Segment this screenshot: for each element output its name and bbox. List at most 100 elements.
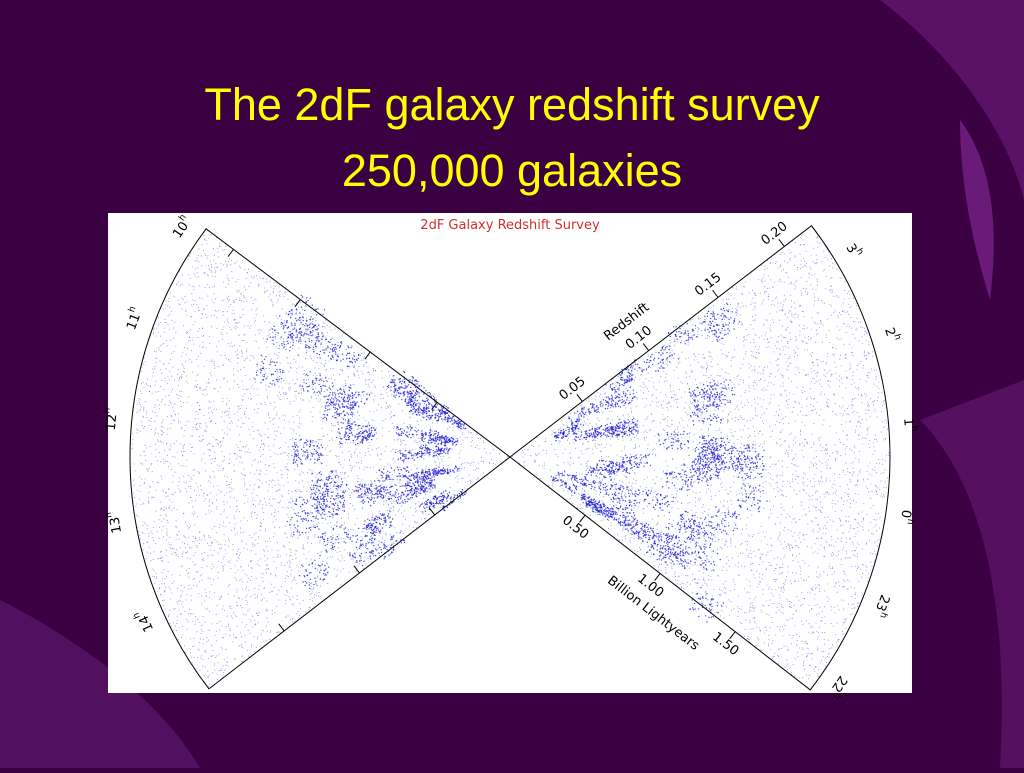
galaxy-dot — [202, 335, 204, 337]
galaxy-dot — [200, 423, 202, 425]
galaxy-dot — [477, 477, 479, 480]
galaxy-dot — [615, 401, 617, 403]
galaxy-dot — [194, 623, 196, 625]
galaxy-dot — [353, 465, 355, 467]
galaxy-dot — [154, 404, 156, 406]
galaxy-dot — [219, 526, 221, 528]
galaxy-dot — [223, 326, 225, 328]
galaxy-dot — [195, 428, 197, 430]
galaxy-dot — [809, 664, 811, 667]
galaxy-dot — [188, 274, 190, 276]
galaxy-dot — [195, 615, 197, 617]
galaxy-dot — [753, 302, 755, 305]
galaxy-dot — [283, 485, 285, 487]
galaxy-dot — [815, 551, 817, 553]
galaxy-dot — [740, 470, 742, 473]
galaxy-dot — [290, 555, 292, 557]
galaxy-dot — [198, 261, 200, 263]
galaxy-dot — [303, 553, 305, 555]
galaxy-dot — [252, 459, 254, 461]
galaxy-dot — [830, 291, 832, 293]
galaxy-dot — [390, 406, 392, 408]
galaxy-dot — [157, 558, 159, 560]
galaxy-dot — [296, 599, 298, 601]
galaxy-dot — [826, 467, 828, 469]
galaxy-dot — [666, 563, 668, 565]
galaxy-dot — [216, 439, 218, 441]
galaxy-dot — [361, 479, 363, 481]
galaxy-dot — [176, 526, 178, 528]
galaxy-dot — [193, 637, 195, 639]
galaxy-dot — [272, 303, 274, 306]
galaxy-dot — [294, 391, 296, 393]
galaxy-dot — [262, 581, 264, 583]
galaxy-dot — [296, 311, 298, 313]
galaxy-dot — [340, 570, 342, 572]
galaxy-dot — [339, 368, 341, 371]
galaxy-dot — [874, 408, 876, 410]
galaxy-dot — [299, 603, 301, 605]
galaxy-dot — [241, 661, 243, 663]
galaxy-dot — [629, 533, 631, 535]
galaxy-dot — [153, 368, 155, 370]
galaxy-dot — [246, 594, 248, 596]
galaxy-dot — [424, 454, 426, 456]
galaxy-dot — [256, 563, 258, 565]
galaxy-dot — [425, 468, 427, 470]
galaxy-dot — [151, 428, 153, 431]
galaxy-dot — [437, 491, 439, 493]
galaxy-dot — [236, 454, 238, 456]
galaxy-dot — [374, 500, 376, 502]
galaxy-dot — [335, 455, 337, 457]
galaxy-dot — [266, 346, 268, 348]
galaxy-dot — [196, 257, 198, 259]
galaxy-dot — [152, 526, 154, 529]
galaxy-dot — [167, 382, 169, 384]
galaxy-dot — [205, 513, 207, 515]
galaxy-dot — [439, 462, 441, 464]
galaxy-dot — [228, 260, 230, 262]
galaxy-dot — [448, 419, 450, 421]
galaxy-dot — [184, 521, 186, 523]
galaxy-dot — [223, 432, 225, 434]
galaxy-dot — [846, 556, 848, 559]
galaxy-dot — [289, 439, 292, 441]
galaxy-dot — [805, 342, 807, 344]
galaxy-dot — [175, 520, 177, 522]
galaxy-dot — [194, 511, 196, 513]
galaxy-dot — [768, 588, 770, 590]
galaxy-dot — [192, 336, 194, 339]
galaxy-dot — [157, 481, 159, 484]
galaxy-dot — [261, 277, 263, 280]
galaxy-dot — [372, 370, 374, 372]
galaxy-dot — [350, 470, 352, 472]
galaxy-dot — [143, 363, 145, 365]
galaxy-dot — [369, 410, 371, 413]
galaxy-dot — [740, 395, 742, 397]
galaxy-dot — [190, 613, 192, 615]
galaxy-dot — [800, 268, 802, 270]
galaxy-dot — [817, 437, 819, 439]
galaxy-dot — [177, 397, 180, 400]
galaxy-dot — [301, 499, 303, 501]
galaxy-dot — [801, 592, 803, 594]
galaxy-dot — [748, 457, 750, 460]
galaxy-dot — [689, 320, 691, 322]
galaxy-dot — [312, 392, 314, 394]
galaxy-dot — [393, 379, 395, 381]
galaxy-dot — [360, 460, 362, 462]
galaxy-dot — [677, 561, 680, 563]
galaxy-dot — [784, 253, 786, 255]
galaxy-dot — [216, 622, 218, 624]
galaxy-dot — [329, 592, 331, 594]
galaxy-dot — [438, 464, 440, 466]
galaxy-dot — [229, 422, 231, 424]
galaxy-dot — [727, 508, 729, 510]
galaxy-dot — [193, 555, 195, 557]
galaxy-dot — [287, 591, 289, 593]
galaxy-dot — [645, 486, 647, 488]
galaxy-dot — [232, 549, 234, 551]
galaxy-dot — [302, 544, 304, 546]
galaxy-dot — [783, 645, 785, 647]
galaxy-dot — [319, 577, 321, 579]
